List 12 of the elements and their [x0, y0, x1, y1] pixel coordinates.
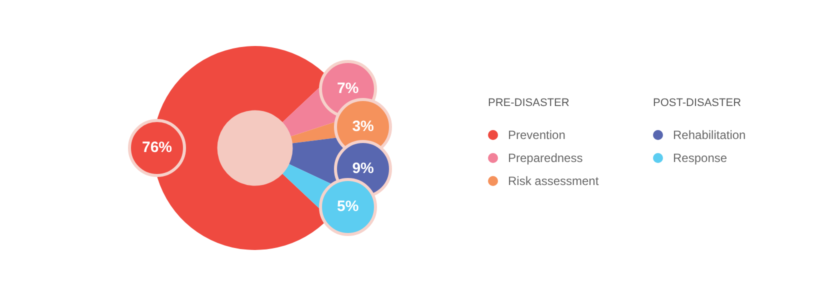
legend-label: Preparedness — [508, 150, 583, 164]
text: POST-DISASTER — [653, 97, 742, 109]
legend-label: Rehabilitation — [673, 128, 746, 142]
data-label: 76% — [140, 139, 174, 157]
text: PRE-DISASTER — [488, 97, 570, 109]
data-label: 3% — [351, 118, 375, 136]
data-label: 7% — [336, 80, 360, 98]
legend-label: Risk assessment — [508, 174, 599, 188]
data-label: 9% — [351, 160, 375, 178]
data-label: 5% — [336, 198, 360, 216]
legend-label: Prevention — [508, 128, 566, 142]
legend-label: Response — [673, 150, 728, 164]
